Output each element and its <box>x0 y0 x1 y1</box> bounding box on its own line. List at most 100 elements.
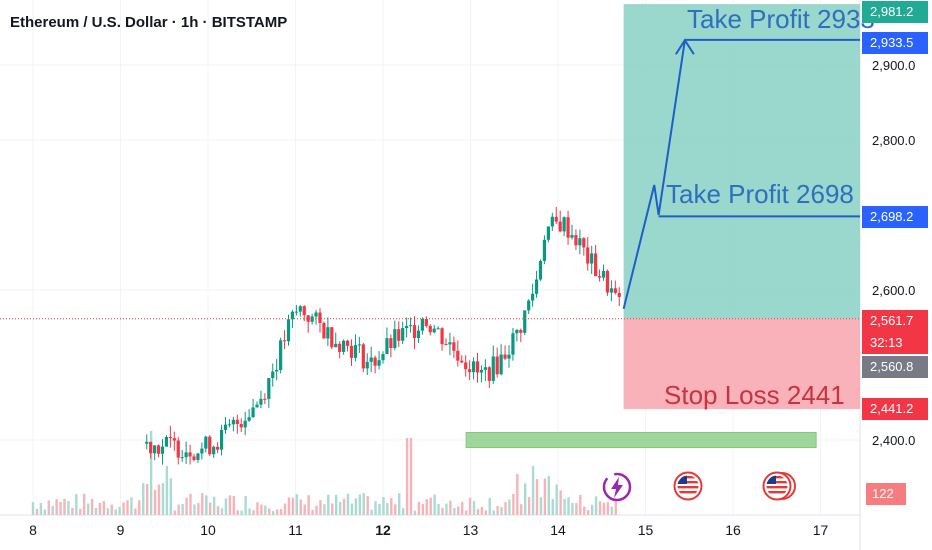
candle-body <box>491 356 495 381</box>
volume-bar <box>583 506 586 515</box>
us-flag-event-icon[interactable] <box>673 471 703 501</box>
volume-bar <box>134 508 137 515</box>
candle-body <box>381 354 385 361</box>
candle-body <box>156 445 161 454</box>
volume-bar <box>590 504 594 515</box>
candle-body <box>227 424 232 426</box>
candle-body <box>196 453 200 460</box>
candle-body <box>464 362 468 370</box>
candle-body <box>605 270 610 293</box>
volume-bar <box>79 508 82 515</box>
candle-body <box>247 417 251 421</box>
volume-bar <box>441 507 444 515</box>
volume-bar <box>555 484 558 515</box>
volume-bar <box>323 504 326 515</box>
y-tick-label: 2,800.0 <box>872 133 915 148</box>
volume-bar <box>488 497 491 515</box>
candle-body <box>322 322 326 339</box>
candle-body <box>582 238 586 248</box>
candle-body <box>460 360 464 363</box>
lightning-event-icon[interactable] <box>602 472 632 502</box>
candle-body <box>475 361 480 373</box>
volume-bar <box>86 503 90 515</box>
volume-bar <box>520 504 523 515</box>
volume-bar <box>216 506 220 515</box>
candle-body <box>267 378 271 400</box>
volume-bar <box>315 505 318 515</box>
volume-bar <box>307 495 310 515</box>
volume-bar <box>602 502 606 515</box>
candle-body <box>334 343 338 348</box>
candle-body <box>216 446 220 450</box>
volume-bar <box>90 498 94 515</box>
volume-bar <box>35 508 39 515</box>
volume-bar <box>59 502 62 515</box>
stop-loss-label: Stop Loss 2441 <box>664 380 845 410</box>
candle-body <box>338 343 342 352</box>
volume-bar <box>409 438 413 515</box>
volume-bar <box>43 509 47 515</box>
candle-body <box>389 338 393 348</box>
candle-body <box>212 446 216 455</box>
stop-loss-zone <box>623 318 860 410</box>
volume-bar <box>468 497 472 515</box>
candle-body <box>444 344 448 346</box>
candle-body <box>149 441 153 454</box>
candle-body <box>330 327 334 348</box>
volume-bar <box>331 503 334 515</box>
volume-bar <box>138 500 141 515</box>
volume-bar <box>173 510 176 515</box>
candle-body <box>542 239 547 261</box>
candle-body <box>574 235 578 246</box>
volume-bar <box>51 505 54 515</box>
candle-body <box>385 338 389 355</box>
volume-bar <box>177 504 180 515</box>
volume-bar <box>579 495 582 515</box>
candle-body <box>176 440 180 458</box>
volume-bar <box>535 479 539 515</box>
volume-bar <box>405 438 409 515</box>
volume-bar <box>256 502 259 515</box>
candle-body <box>377 360 381 366</box>
volume-bar <box>295 494 299 515</box>
volume-bar <box>366 496 369 515</box>
volume-bar <box>71 507 74 515</box>
candle-body <box>613 288 617 293</box>
candle-body <box>357 344 361 346</box>
candle-body <box>432 328 436 333</box>
volume-bar <box>145 484 149 515</box>
projection-arrow-path <box>622 40 686 309</box>
volume-bar <box>421 503 425 515</box>
x-tick-label: 8 <box>29 522 37 538</box>
volume-bar <box>82 493 86 515</box>
volume-bar <box>484 510 488 515</box>
volume-bar <box>547 475 551 515</box>
candle-body <box>420 318 424 331</box>
volume-bar <box>264 505 267 515</box>
candle-body <box>546 226 550 240</box>
us-flag-event-icon[interactable] <box>762 471 798 501</box>
volume-bar <box>110 504 113 515</box>
candle-body <box>188 452 192 457</box>
candle-body <box>499 354 503 375</box>
volume-bar <box>63 498 66 515</box>
volume-bar <box>386 503 389 515</box>
candle-body <box>428 325 432 333</box>
candle-body <box>302 306 306 316</box>
volume-bar <box>476 509 480 515</box>
candle-body <box>204 436 208 449</box>
volume-bar <box>453 508 456 515</box>
candle-body <box>503 354 507 359</box>
y-tick-label: 2,900.0 <box>872 58 915 73</box>
candle-body <box>251 407 255 418</box>
volume-bar <box>75 494 78 515</box>
volume-bar <box>358 494 362 515</box>
bar-countdown-tag: 32:13 <box>862 332 928 354</box>
volume-bar <box>283 503 287 515</box>
volume-bar <box>327 494 330 515</box>
volume-bar <box>197 503 200 515</box>
volume-bar <box>527 497 531 515</box>
candle-body <box>416 330 421 339</box>
